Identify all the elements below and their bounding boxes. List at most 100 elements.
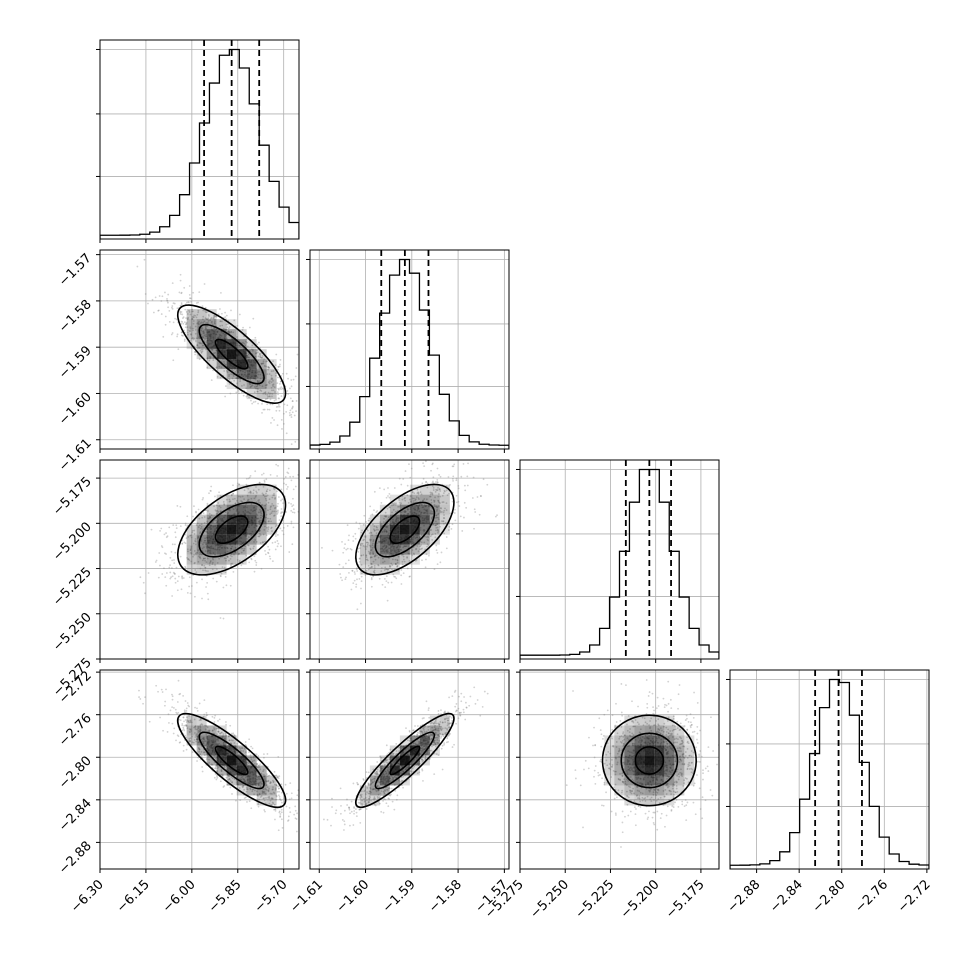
sample-point xyxy=(229,787,231,789)
sample-point xyxy=(310,441,312,443)
sample-point xyxy=(144,592,146,594)
sample-point xyxy=(452,480,454,482)
sample-point xyxy=(292,400,294,402)
sample-point xyxy=(142,703,144,705)
sample-point xyxy=(446,536,448,538)
density-cell xyxy=(390,545,400,555)
sample-point xyxy=(454,519,456,521)
sample-point xyxy=(263,753,265,755)
sample-point xyxy=(243,395,245,397)
sample-point xyxy=(425,481,427,483)
sample-point xyxy=(354,580,356,582)
sample-point xyxy=(148,572,150,574)
y-tick-label: −2.76 xyxy=(56,711,95,750)
sample-point xyxy=(467,462,469,464)
sample-point xyxy=(460,515,462,517)
sample-point xyxy=(300,420,302,422)
sample-point xyxy=(473,528,475,530)
sample-point xyxy=(295,367,297,369)
density-cell xyxy=(360,555,370,565)
sample-point xyxy=(408,463,410,465)
sample-point xyxy=(355,538,357,540)
sample-point xyxy=(301,805,303,807)
sample-point xyxy=(287,486,289,488)
sample-point xyxy=(339,564,341,566)
sample-point xyxy=(258,342,260,344)
sample-point xyxy=(302,779,304,781)
sample-point xyxy=(194,707,196,709)
sample-point xyxy=(252,318,254,320)
density-cell xyxy=(380,505,390,515)
sample-point xyxy=(379,487,381,489)
density-cell xyxy=(410,545,420,555)
sample-point xyxy=(466,438,468,440)
sample-point xyxy=(356,815,358,817)
sample-point xyxy=(224,312,226,314)
sample-point xyxy=(387,487,389,489)
sample-point xyxy=(359,523,361,525)
sample-point xyxy=(189,576,191,578)
sample-point xyxy=(278,496,280,498)
panel-frame xyxy=(310,250,509,449)
sample-point xyxy=(169,572,171,574)
sample-point xyxy=(282,502,284,504)
sample-point xyxy=(250,558,252,560)
sample-point xyxy=(251,403,253,405)
density-cell xyxy=(267,379,277,389)
sample-point xyxy=(285,484,287,486)
sample-point xyxy=(172,543,174,545)
sample-point xyxy=(181,311,183,313)
sample-point xyxy=(279,813,281,815)
sample-point xyxy=(383,489,385,491)
sample-point xyxy=(295,817,297,819)
sample-point xyxy=(259,763,261,765)
sample-point xyxy=(179,742,181,744)
sample-point xyxy=(347,548,349,550)
sample-point xyxy=(454,509,456,511)
sample-point xyxy=(279,364,281,366)
density-cell xyxy=(267,389,277,399)
sample-point xyxy=(179,693,181,695)
sample-point xyxy=(289,476,291,478)
sample-point xyxy=(183,745,185,747)
sample-point xyxy=(277,786,279,788)
sample-point xyxy=(246,478,248,480)
sample-point xyxy=(162,730,164,732)
sample-point xyxy=(274,541,276,543)
panel-1-1 xyxy=(306,250,509,453)
sample-point xyxy=(187,705,189,707)
sample-point xyxy=(409,575,411,577)
sample-point xyxy=(184,339,186,341)
sample-point xyxy=(269,555,271,557)
sample-point xyxy=(168,567,170,569)
sample-point xyxy=(304,828,306,830)
sample-point xyxy=(273,419,275,421)
sample-point xyxy=(156,560,158,562)
sample-point xyxy=(286,793,288,795)
sample-point xyxy=(177,701,179,703)
sample-point xyxy=(184,321,186,323)
sample-point xyxy=(239,314,241,316)
sample-point xyxy=(165,324,167,326)
sample-point xyxy=(287,378,289,380)
sample-point xyxy=(261,412,263,414)
sample-point xyxy=(292,498,294,500)
sample-point xyxy=(344,543,346,545)
sample-point xyxy=(409,477,411,479)
sample-point xyxy=(395,577,397,579)
sample-point xyxy=(428,456,430,458)
sample-point xyxy=(396,794,398,796)
sample-point xyxy=(272,560,274,562)
sample-point xyxy=(181,588,183,590)
sample-point xyxy=(225,724,227,726)
sample-point xyxy=(277,545,279,547)
sample-point xyxy=(164,705,166,707)
sample-point xyxy=(196,707,198,709)
sample-point xyxy=(163,567,165,569)
sample-point xyxy=(174,543,176,545)
sample-point xyxy=(296,400,298,402)
sample-point xyxy=(281,818,283,820)
sample-point xyxy=(199,703,201,705)
sample-point xyxy=(315,415,317,417)
sample-point xyxy=(189,294,191,296)
